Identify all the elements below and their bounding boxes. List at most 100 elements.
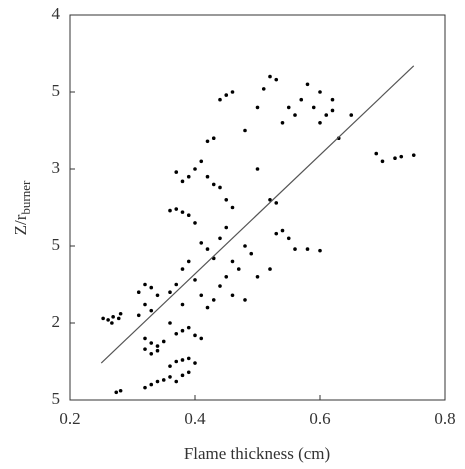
point	[211, 182, 216, 187]
point	[116, 316, 121, 321]
point	[230, 205, 235, 210]
point	[205, 139, 210, 144]
point	[274, 201, 279, 205]
y-axis-label-sub: burner	[18, 180, 33, 215]
point	[286, 236, 291, 241]
point	[268, 267, 272, 271]
point	[199, 336, 204, 341]
point	[174, 331, 179, 336]
point	[268, 198, 272, 202]
point	[293, 113, 297, 117]
point	[268, 74, 272, 79]
point	[155, 293, 160, 298]
point	[186, 213, 191, 217]
point	[280, 121, 285, 125]
point	[186, 325, 191, 330]
point	[143, 302, 147, 307]
point	[199, 159, 204, 164]
point	[180, 302, 185, 307]
point	[155, 344, 160, 348]
y-tick-label: 5	[52, 235, 61, 254]
point	[174, 379, 179, 384]
point	[205, 174, 210, 179]
y-tick-label: 5	[52, 81, 61, 100]
point	[349, 113, 354, 117]
point	[199, 293, 204, 298]
point	[186, 356, 191, 361]
point	[274, 231, 279, 236]
plot-frame	[69, 14, 446, 401]
point	[230, 293, 235, 298]
point	[318, 121, 322, 125]
point	[411, 153, 416, 157]
y-tick-label: 2	[52, 312, 61, 331]
point	[118, 388, 123, 393]
point	[106, 318, 110, 322]
point	[180, 358, 185, 362]
point	[293, 247, 297, 251]
point	[243, 298, 247, 302]
point	[193, 333, 197, 338]
point	[299, 97, 304, 102]
point	[168, 208, 172, 213]
point	[261, 87, 266, 91]
point	[161, 339, 166, 344]
point	[205, 247, 210, 251]
x-tick-label: 0.8	[434, 409, 455, 428]
point	[193, 278, 197, 282]
point	[311, 105, 316, 110]
fit-line	[100, 65, 415, 364]
point	[168, 321, 172, 325]
point	[393, 156, 397, 161]
point	[243, 128, 247, 133]
point	[218, 185, 222, 190]
point	[193, 167, 197, 171]
point	[111, 315, 115, 319]
point	[230, 90, 235, 94]
y-tick-label: 5	[52, 389, 61, 408]
point	[230, 259, 235, 264]
x-tick-label: 0.2	[59, 409, 80, 428]
point	[380, 159, 385, 164]
point	[199, 241, 204, 245]
point	[255, 105, 260, 110]
point	[136, 290, 141, 295]
point	[110, 321, 114, 325]
point	[330, 108, 335, 113]
point	[143, 282, 147, 287]
point	[218, 97, 222, 102]
y-axis-label-main: Z/r	[11, 214, 30, 235]
point	[149, 382, 154, 387]
point	[168, 375, 172, 379]
point	[149, 352, 154, 356]
point	[330, 97, 335, 102]
point	[143, 385, 147, 390]
point	[180, 210, 185, 214]
point	[101, 316, 105, 321]
y-tick-label: 3	[52, 158, 61, 177]
point	[136, 313, 141, 318]
point	[218, 236, 222, 241]
point	[224, 93, 229, 97]
point	[168, 364, 172, 368]
point	[255, 167, 260, 171]
point	[143, 347, 147, 351]
point	[174, 207, 179, 211]
point	[224, 225, 229, 230]
x-axis-label: Flame thickness (cm)	[184, 444, 330, 463]
point	[149, 285, 154, 290]
point	[180, 267, 185, 271]
point	[280, 228, 285, 233]
point	[186, 174, 191, 179]
point	[174, 359, 179, 364]
point	[243, 244, 247, 248]
point	[224, 198, 229, 202]
x-tick-label: 0.6	[309, 409, 330, 428]
point	[180, 373, 185, 378]
point	[211, 298, 216, 302]
point	[286, 105, 291, 110]
point	[224, 275, 229, 279]
point	[249, 251, 254, 256]
point	[114, 390, 119, 395]
point	[236, 267, 241, 271]
